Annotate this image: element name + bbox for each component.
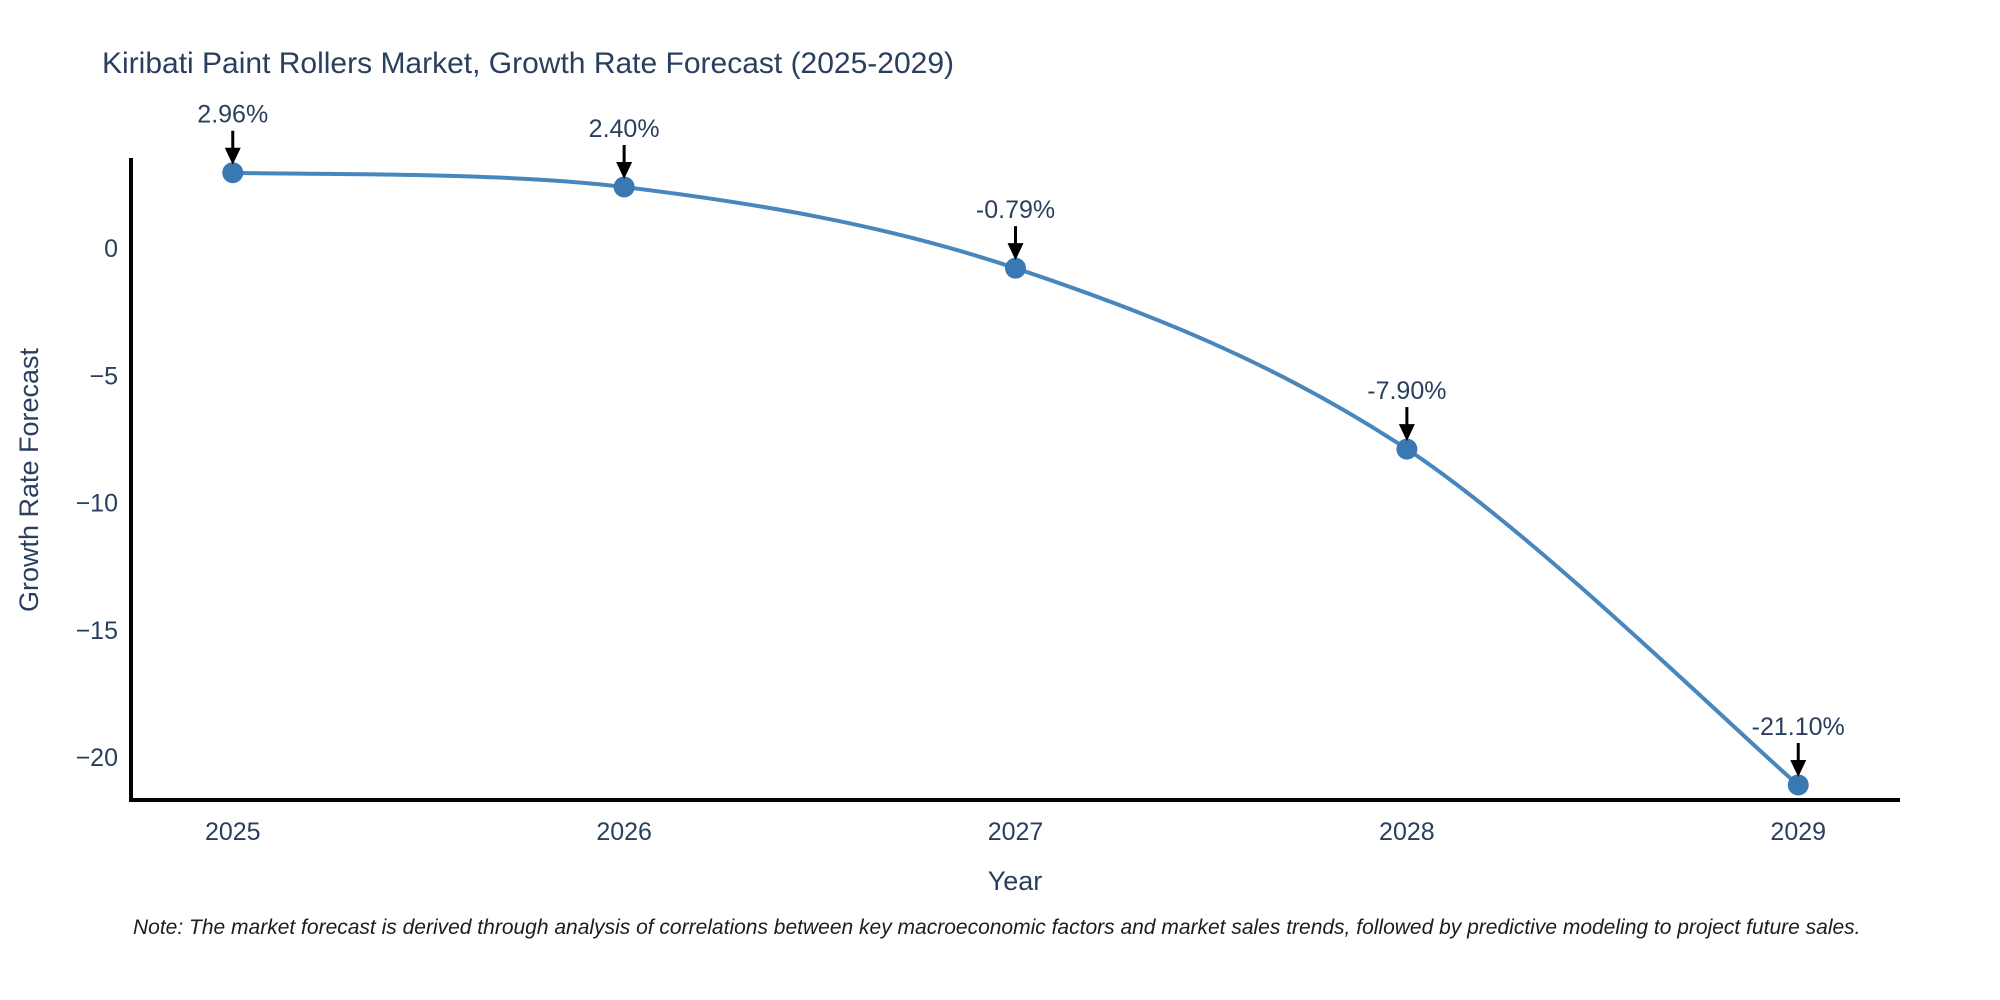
growth-rate-forecast-chart: Kiribati Paint Rollers Market, Growth Ra… xyxy=(14,47,1900,896)
footnote: Note: The market forecast is derived thr… xyxy=(133,916,1861,939)
x-tick-label: 2029 xyxy=(1770,818,1826,846)
annotation-label: 2.96% xyxy=(197,101,268,129)
annotation-arrowhead xyxy=(1007,243,1024,261)
point-annotations: 2.96% 2.40% -0.79% -7.90% -21.10% xyxy=(197,101,1845,777)
data-point-2028[interactable] xyxy=(1396,438,1418,460)
x-tick-label: 2025 xyxy=(205,818,261,846)
data-points xyxy=(222,162,1809,796)
data-point-2026[interactable] xyxy=(613,176,635,198)
annotation-arrowhead xyxy=(224,147,241,165)
y-tick-label: −15 xyxy=(76,617,118,645)
data-point-2027[interactable] xyxy=(1005,257,1026,279)
y-tick-label: 0 xyxy=(104,235,118,263)
x-tick-label: 2026 xyxy=(596,818,652,846)
y-tick-label: −20 xyxy=(76,744,118,772)
x-tick-labels: 2025 2026 2027 2028 2029 xyxy=(205,818,1826,846)
annotation-label: 2.40% xyxy=(589,115,660,143)
annotation-label: -21.10% xyxy=(1752,713,1845,741)
chart-title: Kiribati Paint Rollers Market, Growth Ra… xyxy=(102,47,954,80)
annotation-label: -0.79% xyxy=(976,196,1055,224)
x-axis-title: Year xyxy=(988,866,1043,896)
y-tick-label: −10 xyxy=(76,490,118,518)
x-tick-label: 2028 xyxy=(1379,818,1435,846)
y-tick-labels: 0 −5 −10 −15 −20 xyxy=(76,235,118,772)
x-tick-label: 2027 xyxy=(988,818,1044,846)
annotation-label: -7.90% xyxy=(1367,377,1446,405)
data-point-2025[interactable] xyxy=(222,162,244,184)
annotation-arrowhead xyxy=(1398,424,1415,442)
annotation-arrowhead xyxy=(1790,759,1807,777)
annotation-arrowhead xyxy=(616,161,633,179)
y-axis-title: Growth Rate Forecast xyxy=(14,347,44,612)
y-tick-label: −5 xyxy=(89,362,118,390)
data-point-2029[interactable] xyxy=(1787,774,1809,796)
